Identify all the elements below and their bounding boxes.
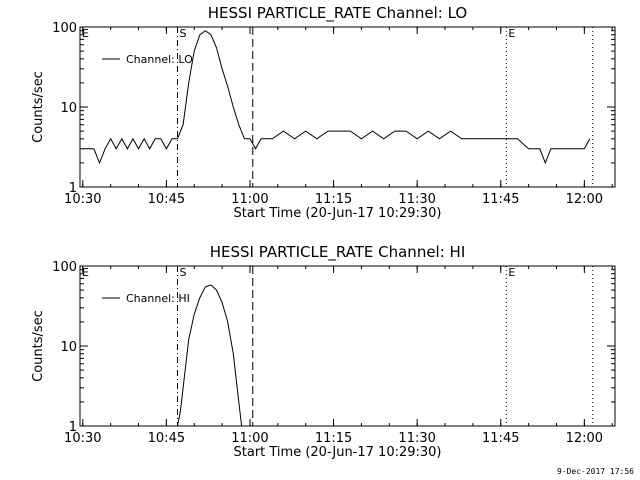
x-tick-label: 11:45 <box>482 192 519 207</box>
y-axis-label: Counts/sec <box>31 310 46 382</box>
x-axis-label: Start Time (20-Jun-17 10:29:30) <box>234 206 442 221</box>
event-marker-label: S <box>180 266 187 279</box>
x-tick-label: 10:45 <box>148 192 185 207</box>
x-axis-label: Start Time (20-Jun-17 10:29:30) <box>234 445 442 460</box>
plot-frame <box>79 26 616 188</box>
x-tick-label: 11:00 <box>231 431 268 446</box>
plot-frame <box>79 265 616 427</box>
y-axis-label: Counts/sec <box>31 71 46 143</box>
event-marker-label: E <box>82 266 89 279</box>
event-marker-label: E <box>82 27 89 40</box>
x-tick-label: 12:00 <box>566 192 603 207</box>
y-tick-label: 1 <box>69 420 77 435</box>
x-tick-label: 11:45 <box>482 431 519 446</box>
x-tick-label: 12:00 <box>566 431 603 446</box>
event-marker-label: E <box>508 266 515 279</box>
footer-timestamp: 9-Dec-2017 17:56 <box>556 467 634 476</box>
legend-label: Channel: HI <box>126 292 190 305</box>
event-marker-label: E <box>508 27 515 40</box>
x-tick-label: 10:30 <box>64 431 101 446</box>
event-marker-label: S <box>180 27 187 40</box>
y-tick-label: 10 <box>60 101 77 116</box>
y-tick-label: 100 <box>52 21 77 36</box>
y-tick-label: 1 <box>69 181 77 196</box>
x-tick-label: 11:00 <box>231 192 268 207</box>
x-tick-label: 11:15 <box>315 431 352 446</box>
chart-title: HESSI PARTICLE_RATE Channel: LO <box>208 4 467 23</box>
chart-title: HESSI PARTICLE_RATE Channel: HI <box>210 243 466 262</box>
x-tick-label: 10:30 <box>64 192 101 207</box>
series-line <box>82 30 591 165</box>
y-tick-label: 100 <box>52 260 77 275</box>
x-tick-label: 11:30 <box>398 431 435 446</box>
x-tick-label: 11:15 <box>315 192 352 207</box>
legend-label: Channel: LO <box>126 53 193 66</box>
series-line <box>177 284 243 427</box>
y-tick-label: 10 <box>60 340 77 355</box>
x-tick-label: 11:30 <box>398 192 435 207</box>
x-tick-label: 10:45 <box>148 431 185 446</box>
